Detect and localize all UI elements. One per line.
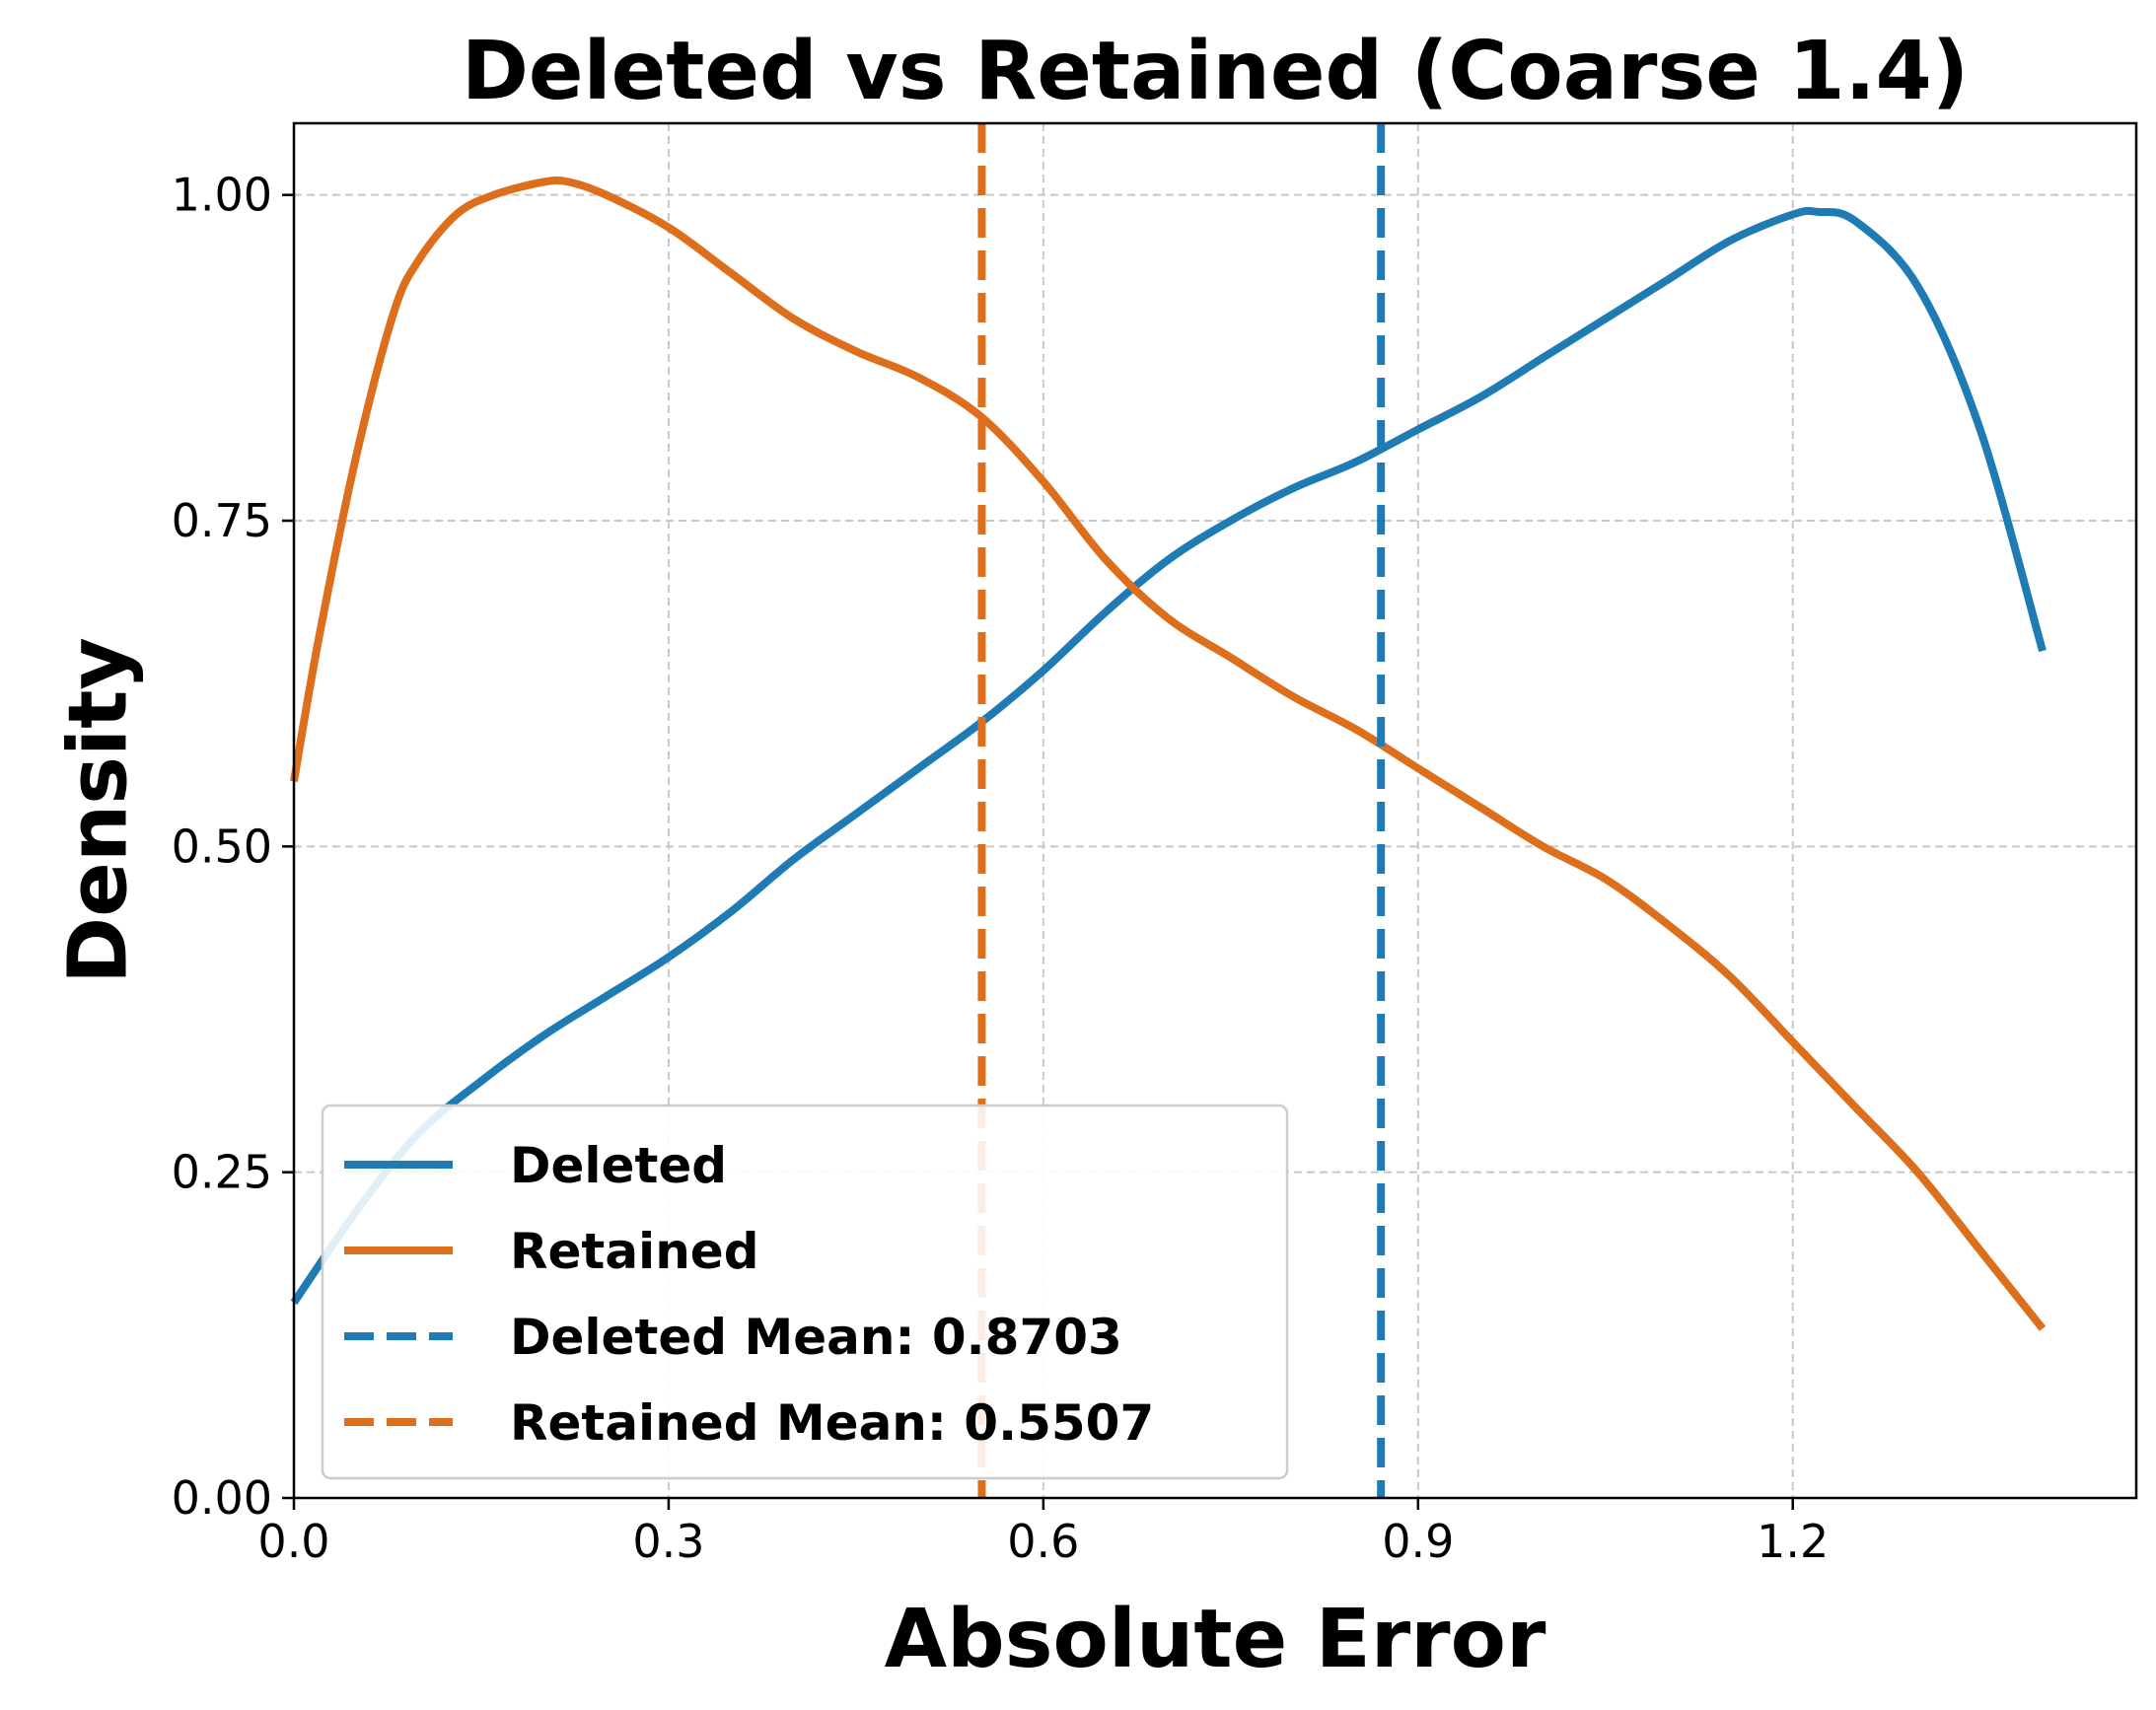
x-tick-label: 1.2 (1757, 1515, 1829, 1568)
y-tick-label: 1.00 (172, 169, 272, 222)
chart-title: Deleted vs Retained (Coarse 1.4) (462, 25, 1969, 118)
legend-label: Retained Mean: 0.5507 (510, 1394, 1154, 1452)
legend: Deleted Retained Deleted Mean: 0.8703 Retai… (321, 1104, 1289, 1480)
x-tick-label: 0.0 (257, 1515, 329, 1568)
ticks: 0.0 0.3 0.6 0.9 1.2 0.00 0.25 0.50 0.75 1.00 (172, 169, 1830, 1568)
legend-label: Retained (510, 1223, 759, 1280)
plot-frame (292, 121, 2138, 1500)
series-line-deleted (290, 206, 2047, 1306)
x-tick-label: 0.9 (1382, 1515, 1454, 1568)
series-line-retained (290, 176, 2047, 1331)
y-tick-label: 0.50 (172, 819, 272, 873)
y-axis-label: Density (52, 637, 146, 984)
x-axis-label: Absolute Error (885, 1593, 1546, 1686)
legend-label: Deleted Mean: 0.8703 (510, 1309, 1122, 1366)
legend-label: Deleted (510, 1137, 727, 1194)
x-tick-label: 0.3 (632, 1515, 704, 1568)
y-tick-label: 0.25 (172, 1146, 272, 1199)
legend-box (321, 1104, 1289, 1480)
x-tick-label: 0.6 (1007, 1515, 1079, 1568)
y-tick-label: 0.75 (172, 494, 272, 547)
y-tick-label: 0.00 (172, 1471, 272, 1525)
